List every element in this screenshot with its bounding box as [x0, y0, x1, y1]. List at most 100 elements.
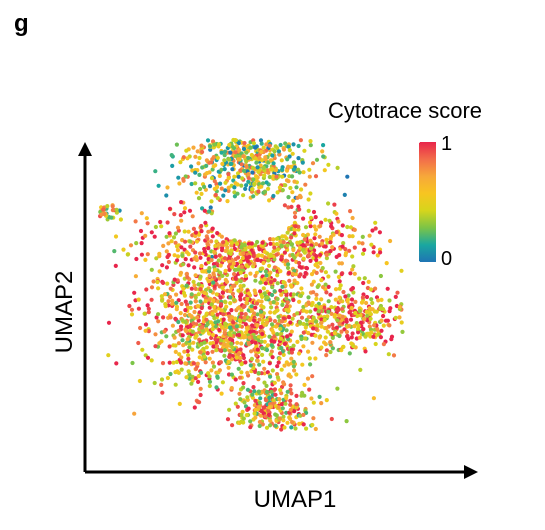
- scatter-point: [212, 250, 217, 255]
- scatter-point: [352, 245, 357, 250]
- scatter-point: [212, 186, 217, 191]
- scatter-point: [286, 164, 291, 169]
- scatter-point: [139, 241, 144, 246]
- scatter-point: [232, 194, 237, 199]
- scatter-point: [259, 184, 264, 189]
- scatter-point: [284, 307, 289, 312]
- scatter-point: [221, 240, 226, 245]
- scatter-point: [244, 164, 249, 170]
- scatter-point: [251, 141, 256, 146]
- scatter-point: [238, 270, 243, 275]
- scatter-point: [324, 353, 329, 358]
- scatter-point: [311, 209, 317, 215]
- scatter-point: [277, 351, 283, 356]
- scatter-point: [273, 144, 278, 149]
- scatter-point: [278, 336, 283, 341]
- scatter-point: [262, 371, 267, 376]
- scatter-point: [318, 223, 323, 229]
- scatter-point: [209, 239, 214, 244]
- scatter-point: [269, 389, 274, 394]
- scatter-point: [229, 248, 234, 253]
- scatter-point: [274, 174, 279, 179]
- scatter-point: [179, 367, 184, 372]
- scatter-point: [308, 258, 313, 263]
- scatter-point: [303, 325, 308, 330]
- scatter-point: [194, 190, 199, 195]
- scatter-point: [279, 292, 284, 297]
- scatter-point: [290, 271, 295, 276]
- scatter-point: [199, 191, 204, 196]
- scatter-point: [215, 374, 220, 379]
- scatter-point: [192, 265, 197, 270]
- scatter-point: [395, 290, 400, 295]
- scatter-point: [228, 333, 233, 338]
- scatter-point: [302, 148, 307, 153]
- scatter-point: [223, 268, 228, 273]
- scatter-point: [164, 265, 169, 270]
- scatter-point: [149, 358, 154, 363]
- scatter-point: [268, 280, 274, 285]
- scatter-point: [296, 143, 301, 149]
- scatter-point: [251, 250, 256, 256]
- scatter-point: [280, 167, 285, 172]
- scatter-point: [263, 414, 268, 419]
- scatter-point: [210, 327, 215, 332]
- scatter-point: [179, 355, 184, 360]
- scatter-point: [285, 300, 290, 305]
- scatter-point: [269, 253, 274, 258]
- scatter-point: [310, 340, 315, 345]
- scatter-point: [324, 326, 329, 331]
- scatter-point: [340, 306, 345, 311]
- scatter-point: [239, 311, 244, 316]
- scatter-point: [324, 252, 329, 258]
- scatter-point: [250, 165, 256, 170]
- scatter-point: [328, 292, 333, 297]
- scatter-point: [239, 362, 244, 367]
- scatter-point: [180, 338, 185, 343]
- scatter-point: [192, 283, 197, 288]
- scatter-point: [326, 309, 331, 314]
- scatter-point: [181, 176, 186, 182]
- scatter-point: [304, 265, 309, 271]
- scatter-point: [213, 267, 218, 272]
- scatter-point: [235, 241, 240, 246]
- scatter-point: [308, 139, 313, 144]
- scatter-point: [196, 379, 201, 384]
- scatter-point: [239, 412, 244, 418]
- scatter-point: [246, 406, 251, 411]
- scatter-point: [284, 410, 289, 415]
- scatter-point: [189, 164, 194, 169]
- scatter-point: [157, 269, 162, 274]
- scatter-point: [286, 195, 291, 200]
- scatter-point: [223, 248, 228, 253]
- scatter-point: [260, 240, 265, 245]
- scatter-point: [208, 205, 213, 210]
- scatter-point: [200, 165, 205, 170]
- scatter-point: [308, 246, 313, 251]
- scatter-point: [245, 296, 250, 302]
- scatter-point: [268, 423, 273, 428]
- scatter-point: [253, 278, 258, 283]
- scatter-point: [305, 376, 311, 381]
- scatter-point: [197, 355, 202, 360]
- scatter-point: [351, 264, 356, 269]
- scatter-point: [379, 318, 384, 323]
- scatter-point: [291, 247, 296, 253]
- scatter-point: [250, 187, 255, 192]
- scatter-point: [378, 250, 383, 255]
- scatter-point: [229, 341, 234, 346]
- scatter-point: [279, 158, 284, 163]
- scatter-point: [292, 409, 297, 414]
- scatter-point: [228, 251, 233, 256]
- scatter-point: [259, 141, 264, 146]
- scatter-point: [260, 346, 265, 351]
- scatter-point: [204, 345, 209, 350]
- scatter-point: [303, 225, 309, 230]
- scatter-point: [180, 253, 185, 258]
- scatter-point: [213, 308, 218, 313]
- scatter-point: [362, 276, 367, 281]
- scatter-point: [247, 335, 252, 340]
- scatter-point: [342, 327, 347, 332]
- scatter-point: [329, 224, 334, 229]
- scatter-point: [368, 312, 373, 317]
